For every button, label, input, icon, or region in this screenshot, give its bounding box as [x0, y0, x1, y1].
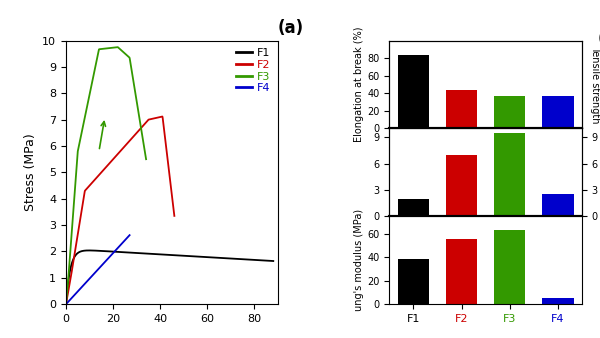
- Legend: F1, F2, F3, F4: F1, F2, F3, F4: [233, 46, 272, 96]
- Bar: [542, 298, 574, 304]
- Bar: [398, 259, 429, 304]
- Bar: [398, 199, 429, 216]
- Bar: [398, 55, 429, 128]
- Bar: [542, 194, 574, 216]
- Y-axis label: Stress (MPa): Stress (MPa): [24, 134, 37, 211]
- Bar: [446, 239, 477, 304]
- Bar: [446, 90, 477, 128]
- Bar: [494, 133, 526, 216]
- Bar: [494, 96, 526, 128]
- Y-axis label: ung's modulus (MPa): ung's modulus (MPa): [355, 209, 364, 311]
- Bar: [494, 231, 526, 304]
- Text: (b): (b): [598, 30, 600, 48]
- Bar: [446, 155, 477, 216]
- Y-axis label: Tensile strength: Tensile strength: [590, 46, 600, 123]
- Y-axis label: Elongation at break (%): Elongation at break (%): [355, 27, 364, 142]
- Text: (a): (a): [277, 20, 304, 38]
- Bar: [542, 96, 574, 128]
